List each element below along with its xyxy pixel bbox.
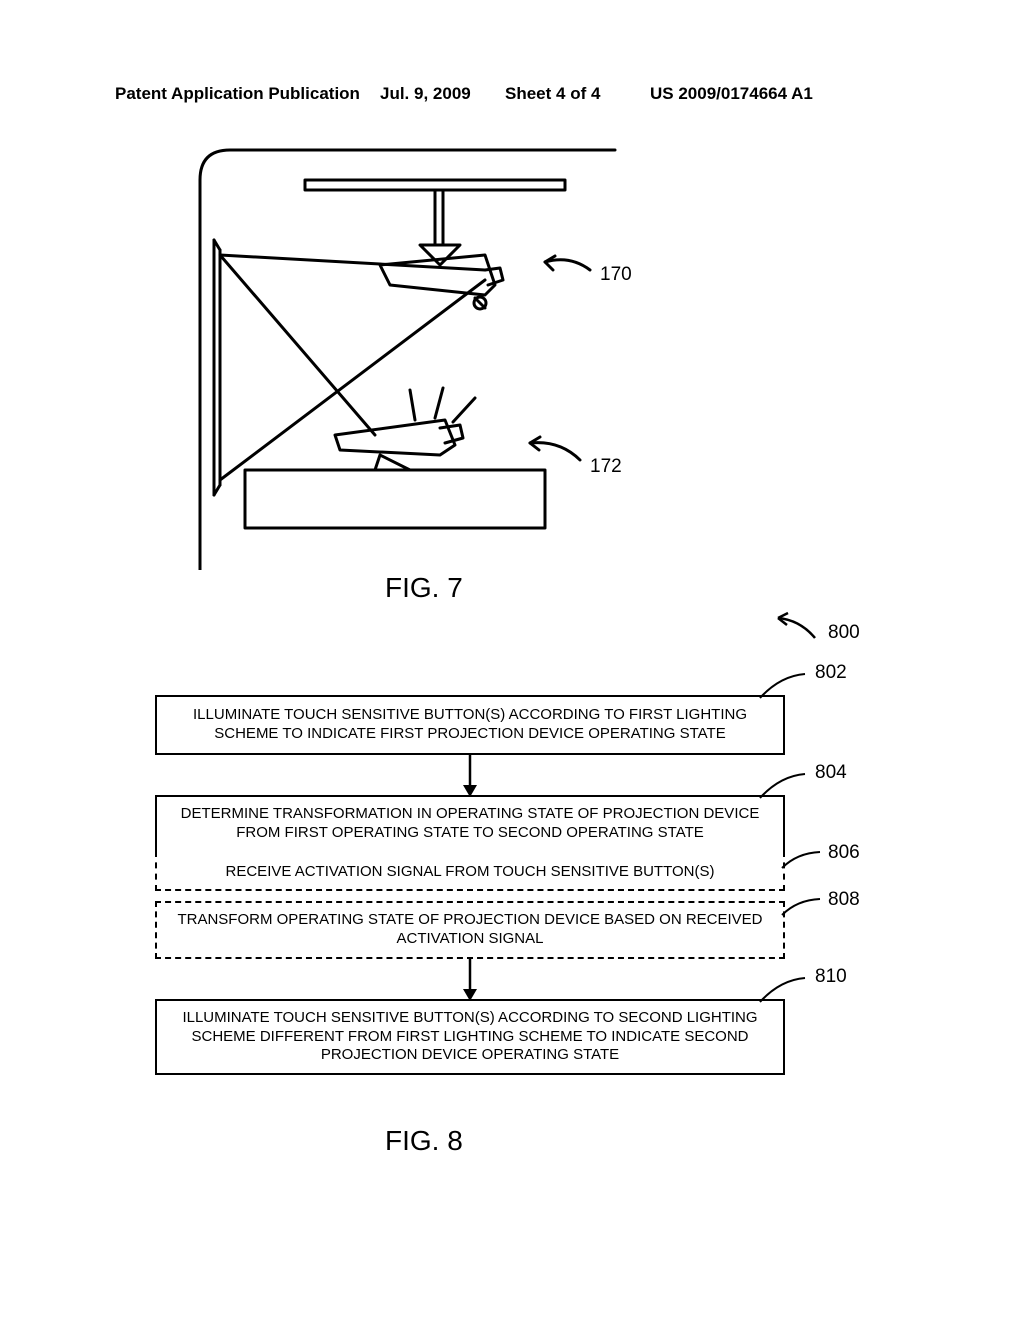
header-pubno: US 2009/0174664 A1 (650, 84, 813, 104)
flow-arrow-1 (460, 755, 480, 797)
flow-box-804-text: DETERMINE TRANSFORMATION IN OPERATING ST… (169, 805, 771, 843)
ref-802: 802 (815, 662, 847, 684)
flow-box-810: ILLUMINATE TOUCH SENSITIVE BUTTON(S) ACC… (155, 999, 785, 1075)
flow-arrow-2 (460, 959, 480, 1001)
figure-8-caption: FIG. 8 (385, 1125, 463, 1157)
header-date: Jul. 9, 2009 (380, 84, 471, 104)
header-sheet: Sheet 4 of 4 (505, 84, 600, 104)
ref-170: 170 (600, 264, 632, 285)
lead-line-810 (760, 970, 820, 1005)
flow-box-808: TRANSFORM OPERATING STATE OF PROJECTION … (155, 901, 785, 959)
figure-7-drawing: 170 172 (185, 140, 735, 570)
ref-808: 808 (828, 889, 860, 911)
ref-804: 804 (815, 762, 847, 784)
flow-box-810-text: ILLUMINATE TOUCH SENSITIVE BUTTON(S) ACC… (169, 1009, 771, 1065)
flow-box-802: ILLUMINATE TOUCH SENSITIVE BUTTON(S) ACC… (155, 695, 785, 755)
lead-line-802 (760, 666, 820, 701)
ref-806: 806 (828, 842, 860, 864)
flow-box-806-text: RECEIVE ACTIVATION SIGNAL FROM TOUCH SEN… (226, 863, 715, 882)
ref-810: 810 (815, 966, 847, 988)
flow-box-804: DETERMINE TRANSFORMATION IN OPERATING ST… (155, 795, 785, 853)
flow-box-808-text: TRANSFORM OPERATING STATE OF PROJECTION … (169, 911, 771, 949)
lead-line-806 (782, 848, 832, 873)
flow-box-806: RECEIVE ACTIVATION SIGNAL FROM TOUCH SEN… (155, 851, 785, 891)
ref-800: 800 (828, 622, 860, 644)
header-publication: Patent Application Publication (115, 84, 360, 104)
figure-7-caption: FIG. 7 (385, 572, 463, 604)
lead-line-804 (760, 766, 820, 801)
flow-box-802-text: ILLUMINATE TOUCH SENSITIVE BUTTON(S) ACC… (169, 706, 771, 744)
ref-172: 172 (590, 456, 622, 477)
lead-line-808 (782, 895, 832, 920)
